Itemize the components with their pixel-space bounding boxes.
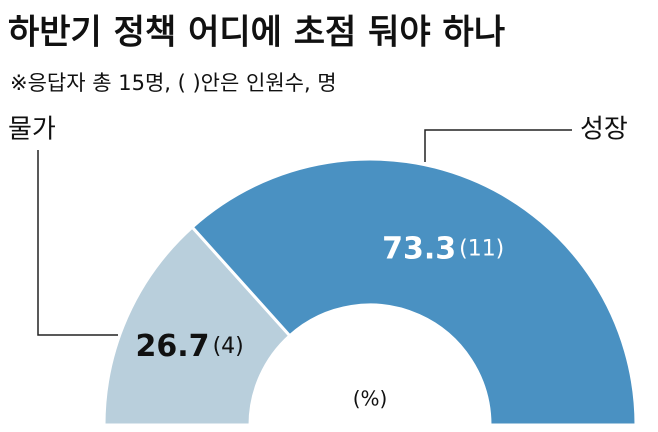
value-label: 26.7 (4) bbox=[136, 328, 244, 363]
slice bbox=[102, 225, 292, 427]
value-label: 73.3 (11) bbox=[382, 231, 504, 266]
unit-label: (%) bbox=[353, 387, 388, 411]
value: 26.7 bbox=[136, 328, 210, 363]
chart-subtitle: ※응답자 총 15명, ( )안은 인원수, 명 bbox=[10, 71, 337, 95]
legend-label: 성장 bbox=[580, 115, 628, 145]
chart-title: 하반기 정책 어디에 초점 둬야 하나 bbox=[8, 13, 505, 53]
count: (11) bbox=[459, 237, 504, 262]
slice bbox=[190, 157, 638, 427]
count: (4) bbox=[213, 334, 244, 359]
leader-line bbox=[424, 129, 572, 162]
leader-line bbox=[37, 150, 118, 336]
legend-label: 물가 bbox=[8, 115, 56, 145]
value: 73.3 bbox=[382, 231, 456, 266]
